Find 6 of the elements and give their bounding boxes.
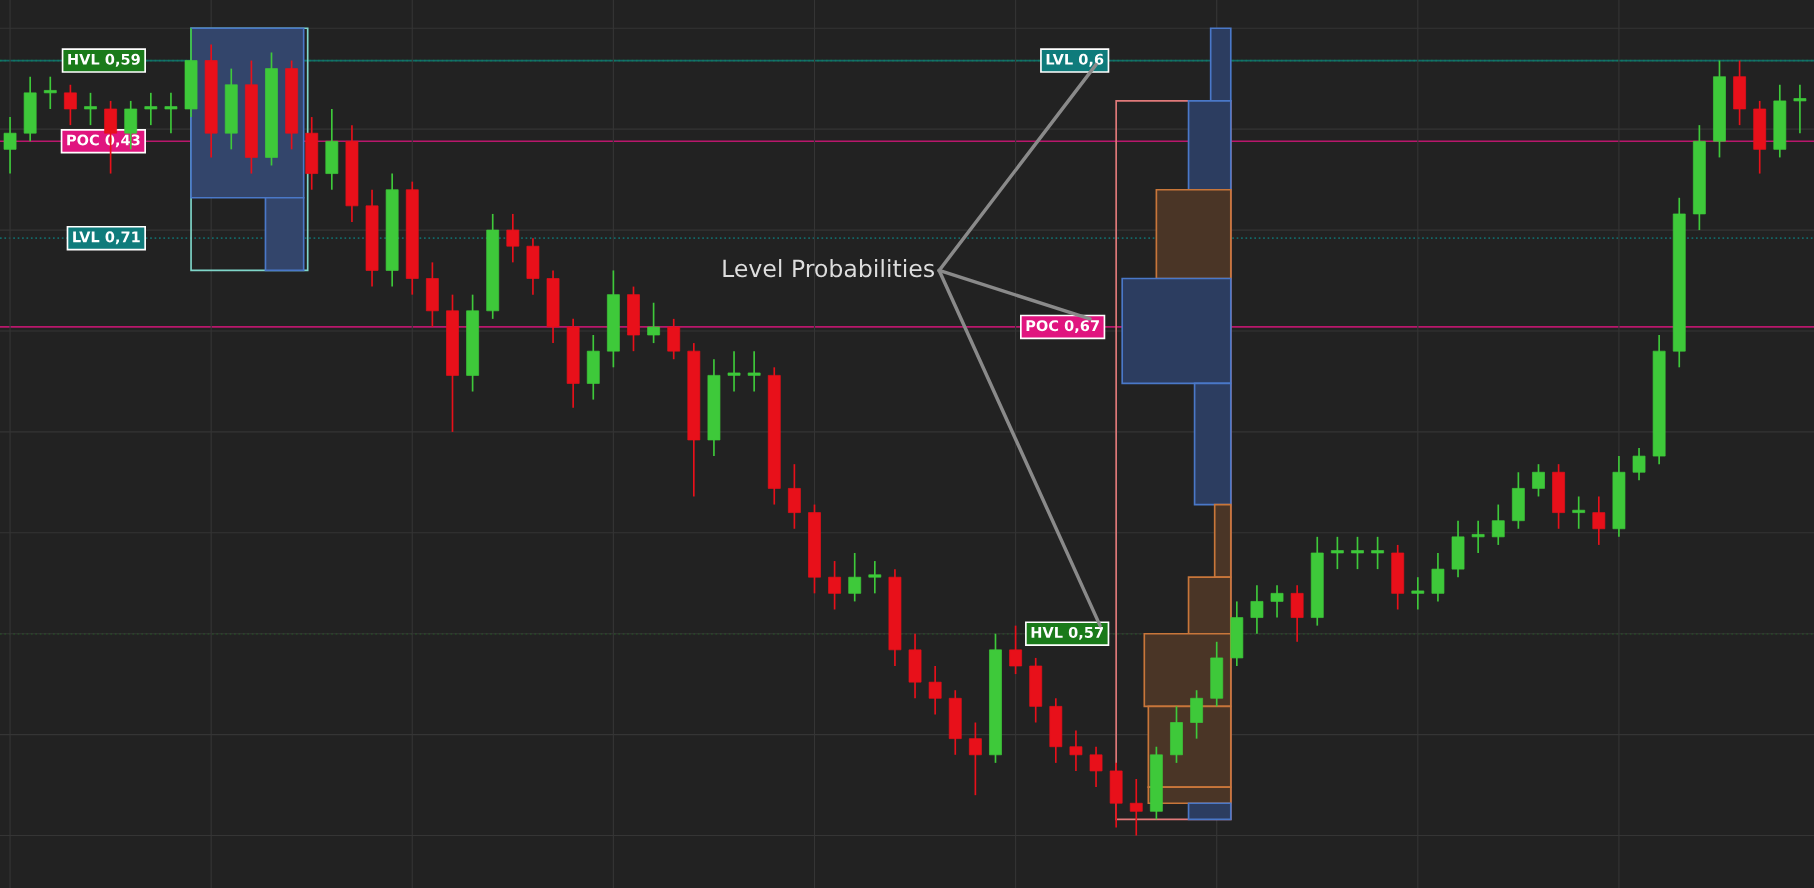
ref-line-label: HVL 0,57 xyxy=(1031,626,1103,640)
ref-line-label: LVL 0,6 xyxy=(1046,53,1104,67)
ref-line-label: LVL 0,71 xyxy=(73,231,140,245)
annotation: Level Probabilities xyxy=(723,259,934,278)
ref-line-label: POC 0,67 xyxy=(1026,320,1099,334)
ref-line-label: HVL 0,59 xyxy=(68,53,140,67)
